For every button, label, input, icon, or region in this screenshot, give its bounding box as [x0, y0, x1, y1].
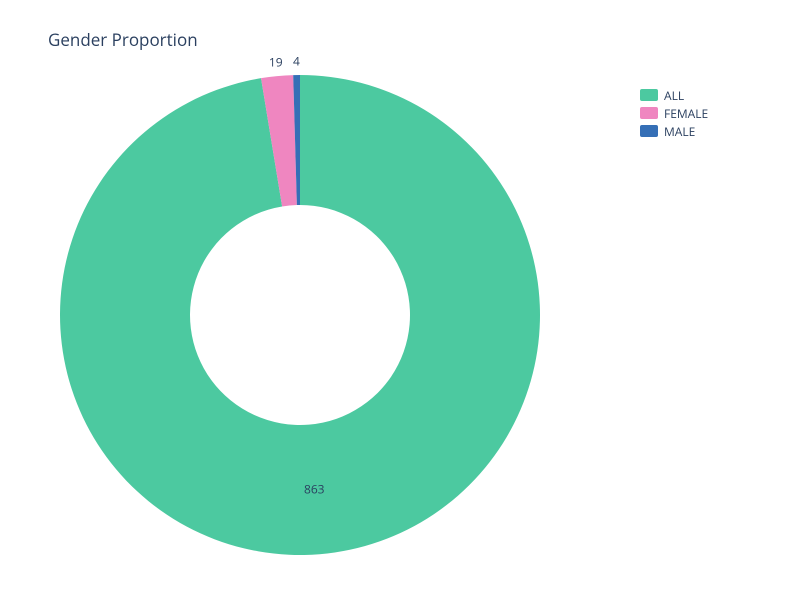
- legend-item-male[interactable]: MALE: [640, 122, 708, 140]
- legend-swatch: [640, 89, 658, 101]
- segment-value-label: 863: [304, 481, 325, 498]
- donut-chart: 863194: [60, 75, 540, 555]
- legend-swatch: [640, 107, 658, 119]
- legend-label: ALL: [664, 87, 684, 104]
- legend-swatch: [640, 125, 658, 137]
- chart-title: Gender Proportion: [48, 28, 198, 51]
- legend-item-female[interactable]: FEMALE: [640, 104, 708, 122]
- legend-label: MALE: [664, 123, 695, 140]
- legend-item-all[interactable]: ALL: [640, 86, 708, 104]
- legend-label: FEMALE: [664, 105, 708, 122]
- segment-value-label: 4: [293, 53, 300, 70]
- legend: ALLFEMALEMALE: [640, 86, 708, 140]
- segment-value-label: 19: [269, 54, 283, 71]
